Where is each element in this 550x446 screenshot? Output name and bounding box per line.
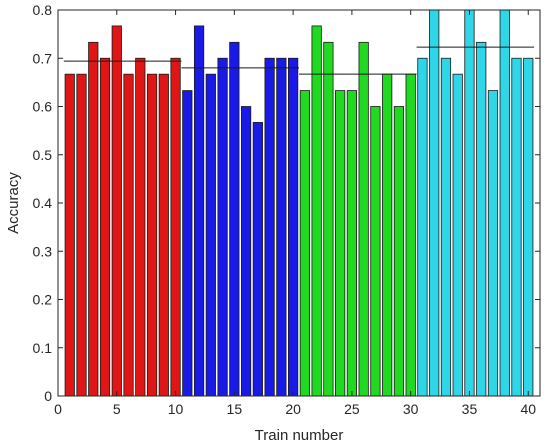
bar-train-38 xyxy=(499,9,510,397)
bar-train-19 xyxy=(276,57,287,397)
x-tick-label: 5 xyxy=(113,401,121,417)
bar-train-8 xyxy=(146,73,158,397)
bar-train-14 xyxy=(217,57,228,397)
y-tick-label: 0 xyxy=(44,388,52,404)
bar-train-39 xyxy=(511,57,522,397)
y-axis: 0 0.1 0.2 0.3 0.4 0.5 0.6 0.7 0.8 xyxy=(33,2,540,404)
mean-lines-layer xyxy=(63,46,535,75)
y-tick-label: 0.8 xyxy=(33,2,53,18)
x-axis: 0 5 10 15 20 25 30 35 40 xyxy=(54,10,536,417)
bar-train-23 xyxy=(323,41,334,397)
y-tick-label: 0.6 xyxy=(33,99,53,115)
bar-train-6 xyxy=(123,73,134,397)
bar-train-30 xyxy=(405,73,416,397)
y-tick-label: 0.3 xyxy=(33,243,53,259)
bar-train-35 xyxy=(464,9,475,397)
bar-train-31 xyxy=(417,57,428,397)
bar-train-37 xyxy=(487,90,499,397)
y-tick-label: 0.4 xyxy=(33,195,53,211)
bar-train-4 xyxy=(99,57,111,397)
bar-train-17 xyxy=(252,122,263,397)
bar-train-18 xyxy=(264,57,275,397)
bar-train-28 xyxy=(382,73,393,397)
x-tick-label: 15 xyxy=(227,401,243,417)
y-tick-label: 0.1 xyxy=(33,340,53,356)
bar-train-13 xyxy=(205,73,216,397)
bar-train-7 xyxy=(135,57,146,397)
y-tick-label: 0.5 xyxy=(33,147,53,163)
bar-train-27 xyxy=(370,106,381,397)
bar-train-2 xyxy=(76,73,87,397)
x-tick-label: 20 xyxy=(285,401,301,417)
x-tick-label: 25 xyxy=(344,401,360,417)
bar-train-5 xyxy=(111,25,122,397)
y-axis-title: Accuracy xyxy=(5,172,22,234)
bar-train-40 xyxy=(523,57,534,397)
bar-train-21 xyxy=(299,90,310,397)
bar-train-11 xyxy=(182,90,193,397)
y-tick-label: 0.7 xyxy=(33,50,53,66)
bar-train-10 xyxy=(170,57,181,397)
bar-train-3 xyxy=(88,41,99,397)
bar-train-25 xyxy=(346,90,358,397)
x-tick-label: 40 xyxy=(520,401,536,417)
x-tick-label: 10 xyxy=(168,401,184,417)
x-tick-label: 0 xyxy=(54,401,62,417)
bar-train-34 xyxy=(452,73,463,397)
bar-train-22 xyxy=(311,25,322,397)
bar-train-16 xyxy=(240,106,252,397)
x-axis-title: Train number xyxy=(255,427,344,444)
bar-train-33 xyxy=(440,57,452,397)
bar-train-15 xyxy=(229,41,240,397)
x-tick-label: 35 xyxy=(462,401,478,417)
bar-train-36 xyxy=(476,41,487,397)
y-tick-label: 0.2 xyxy=(33,292,53,308)
bar-train-12 xyxy=(193,25,205,397)
bar-train-24 xyxy=(335,90,346,397)
bar-train-9 xyxy=(158,73,169,397)
bar-train-1 xyxy=(64,73,75,397)
bar-train-29 xyxy=(393,106,405,397)
bar-train-26 xyxy=(358,41,369,397)
bar-train-20 xyxy=(288,57,299,397)
bar-train-32 xyxy=(429,9,440,397)
x-tick-label: 30 xyxy=(403,401,419,417)
